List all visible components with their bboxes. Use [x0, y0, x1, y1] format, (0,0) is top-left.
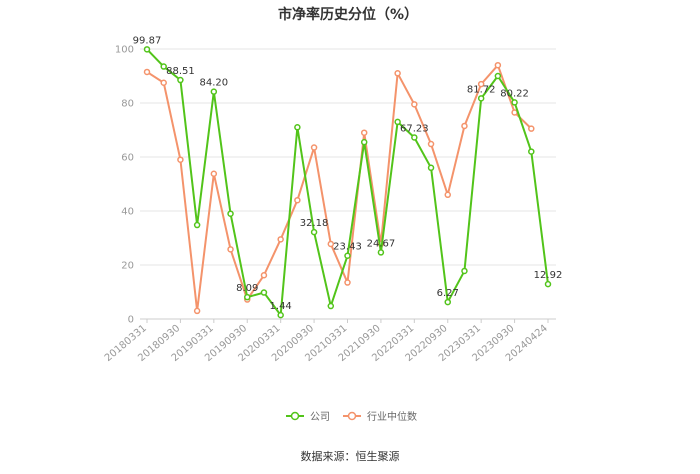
industry-point[interactable]: [511, 109, 518, 116]
legend-label-industry: 行业中位数: [367, 410, 417, 423]
company-point[interactable]: [244, 293, 251, 301]
company-point[interactable]: [344, 252, 351, 259]
company-point[interactable]: [310, 228, 318, 236]
company-point[interactable]: [444, 298, 451, 306]
industry-point[interactable]: [327, 240, 335, 248]
industry-point[interactable]: [411, 101, 418, 108]
data-label: 24.67: [367, 238, 396, 249]
company-point[interactable]: [511, 99, 518, 106]
data-label: 88.51: [166, 66, 195, 77]
company-point[interactable]: [177, 76, 184, 84]
company-point[interactable]: [260, 289, 268, 296]
industry-point[interactable]: [427, 140, 435, 148]
company-point[interactable]: [210, 88, 218, 95]
company-point[interactable]: [494, 72, 502, 80]
y-tick-label: 60: [121, 153, 134, 164]
industry-point[interactable]: [260, 272, 268, 279]
industry-point[interactable]: [477, 80, 485, 88]
data-label: 8.09: [236, 283, 258, 294]
company-point[interactable]: [544, 280, 552, 288]
industry-point[interactable]: [160, 79, 167, 86]
company-point[interactable]: [227, 210, 234, 217]
industry-point[interactable]: [310, 144, 318, 151]
company-point[interactable]: [143, 46, 151, 53]
data-labels: 99.87 88.51 84.20 8.09 1.44 32.18 23.43 24.67 67…: [133, 35, 563, 312]
y-tick-label: 100: [115, 45, 134, 56]
industry-point[interactable]: [494, 61, 502, 69]
industry-point[interactable]: [227, 246, 234, 253]
company-point[interactable]: [528, 148, 535, 155]
x-axis: 2018033120180930201903312019093020200331…: [103, 319, 550, 364]
y-axis: 0 20 40 60 80 100: [115, 45, 134, 326]
company-point[interactable]: [411, 134, 418, 141]
company-point[interactable]: [427, 164, 435, 172]
y-tick-label: 20: [121, 261, 134, 272]
y-tick-label: 80: [121, 99, 134, 110]
data-label: 1.44: [270, 301, 292, 312]
data-label: 81.72: [467, 84, 496, 95]
data-label: 32.18: [300, 218, 329, 229]
company-point[interactable]: [377, 249, 385, 256]
industry-point[interactable]: [461, 122, 468, 130]
industry-point[interactable]: [193, 307, 201, 315]
data-label: 99.87: [133, 35, 162, 46]
legend[interactable]: 公司 行业中位数: [286, 410, 417, 423]
industry-point[interactable]: [344, 279, 351, 286]
series-industry: [143, 61, 535, 315]
industry-point[interactable]: [294, 196, 301, 204]
company-point[interactable]: [294, 124, 301, 131]
company-point[interactable]: [193, 221, 201, 229]
chart-title: 市净率历史分位（%）: [278, 6, 418, 23]
industry-point[interactable]: [394, 70, 401, 77]
industry-line: [146, 64, 532, 312]
company-point[interactable]: [160, 63, 167, 70]
industry-point[interactable]: [444, 191, 451, 199]
y-tick-label: 40: [121, 207, 134, 218]
data-label: 6.27: [437, 288, 459, 299]
data-label: 67.23: [400, 123, 429, 134]
company-point[interactable]: [461, 267, 468, 275]
y-tick-label: 0: [128, 315, 134, 326]
legend-label-company: 公司: [310, 412, 330, 423]
data-label: 12.92: [534, 270, 563, 281]
data-label: 80.22: [500, 88, 529, 99]
industry-point[interactable]: [360, 129, 368, 136]
company-point[interactable]: [327, 302, 335, 310]
company-point[interactable]: [277, 311, 284, 319]
data-label: 84.20: [200, 78, 229, 89]
industry-point[interactable]: [177, 156, 184, 163]
industry-point[interactable]: [143, 68, 151, 76]
industry-point[interactable]: [277, 236, 284, 243]
company-point[interactable]: [360, 138, 368, 146]
company-point[interactable]: [394, 118, 401, 126]
legend-item-industry[interactable]: 行业中位数: [343, 410, 417, 423]
series-company: [143, 46, 552, 319]
data-source: 数据来源：恒生聚源: [301, 449, 400, 463]
data-label: 23.43: [333, 242, 362, 253]
industry-point[interactable]: [210, 170, 218, 177]
legend-item-company[interactable]: 公司: [286, 411, 330, 423]
industry-point[interactable]: [528, 125, 535, 132]
company-point[interactable]: [477, 95, 485, 102]
